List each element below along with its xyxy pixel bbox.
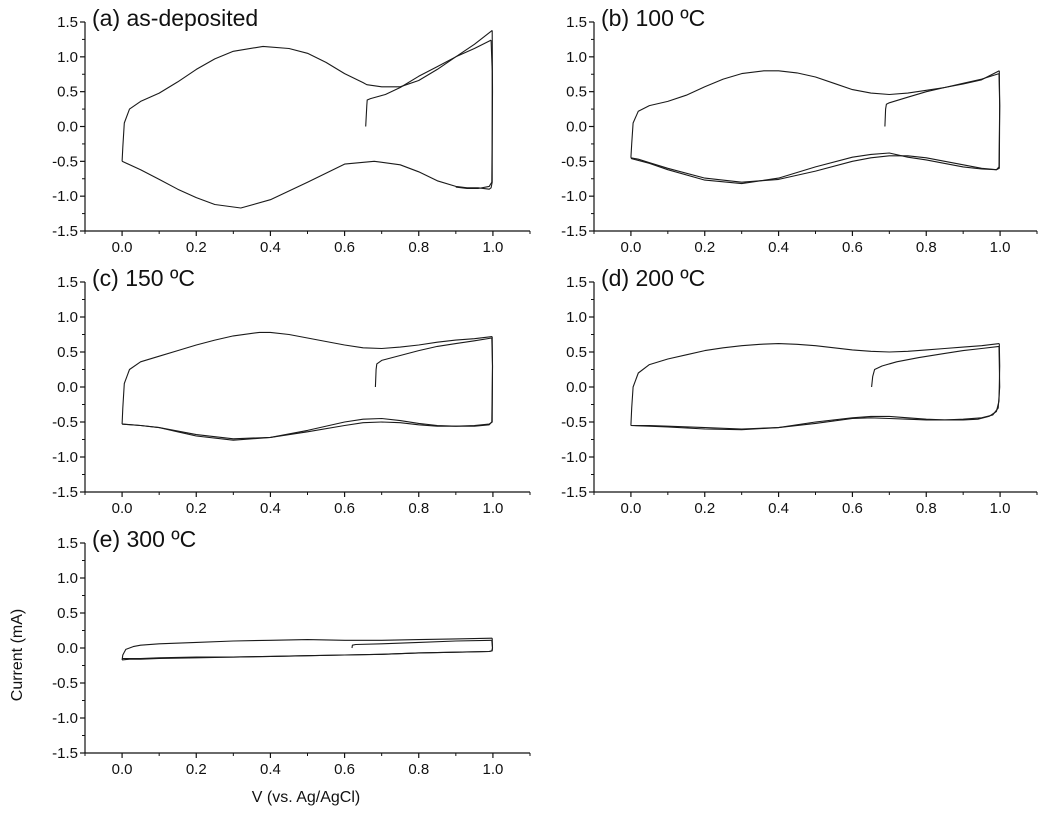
y-tick-label: -1.5 bbox=[52, 484, 78, 501]
y-tick-label: -0.5 bbox=[561, 414, 587, 431]
x-tick-label: 1.0 bbox=[482, 239, 503, 256]
panel-a: -1.5 -1.0 -0.5 0.0 0.5 1.0 1.5 0.0 0.2 0.4 0.6 0.8 1… bbox=[52, 5, 531, 256]
panel-c: -1.5 -1.0 -0.5 0.0 0.5 1.0 1.5 0.0 0.2 0.4 0.6 0.8 1… bbox=[52, 265, 531, 517]
y-tick-label: 0.0 bbox=[566, 119, 587, 136]
cv-curve-3 bbox=[121, 331, 493, 425]
cv-curve-4 bbox=[630, 343, 1001, 431]
cv-curve-1 bbox=[351, 639, 492, 649]
x-tick-label: 0.2 bbox=[694, 500, 715, 517]
y-tick-label: 1.5 bbox=[57, 535, 78, 552]
y-tick-label: -0.5 bbox=[52, 153, 78, 170]
cv-curve-2 bbox=[630, 346, 1001, 430]
panel-d: -1.5 -1.0 -0.5 0.0 0.5 1.0 1.5 0.0 0.2 0.4 0.6 0.8 1… bbox=[561, 265, 1038, 517]
x-tick-label: 0.4 bbox=[260, 761, 281, 778]
y-tick-label: -1.5 bbox=[52, 745, 78, 762]
y-tick-label: -1.0 bbox=[52, 449, 78, 466]
x-tick-label: 0.8 bbox=[408, 500, 429, 517]
cv-curve-1 bbox=[871, 345, 1000, 388]
cv-curve-3 bbox=[121, 637, 493, 660]
panel-title: (c) 150 ºC bbox=[92, 265, 195, 291]
x-tick-label: 0.8 bbox=[916, 239, 937, 256]
x-tick-label: 0.0 bbox=[112, 761, 133, 778]
x-tick-label: 0.4 bbox=[768, 239, 789, 256]
panel-title: (a) as-deposited bbox=[92, 5, 258, 31]
x-tick-label: 0.2 bbox=[186, 239, 207, 256]
cv-curve-3 bbox=[630, 343, 1000, 426]
y-tick-label: 0.5 bbox=[57, 605, 78, 622]
y-tick-label: -1.5 bbox=[52, 223, 78, 240]
y-tick-label: -0.5 bbox=[52, 675, 78, 692]
y-tick-label: 1.5 bbox=[566, 14, 587, 31]
y-tick-label: 0.5 bbox=[57, 84, 78, 101]
y-tick-label: 0.0 bbox=[57, 379, 78, 396]
panel-e: -1.5 -1.0 -0.5 0.0 0.5 1.0 1.5 0.0 0.2 0.4 0.6 0.8 1… bbox=[52, 526, 531, 778]
x-tick-label: 1.0 bbox=[990, 239, 1011, 256]
y-tick-label: -0.5 bbox=[52, 414, 78, 431]
y-tick-label: -1.0 bbox=[561, 188, 587, 205]
y-tick-label: 0.0 bbox=[57, 119, 78, 136]
x-tick-label: 1.0 bbox=[482, 500, 503, 517]
cv-curve-2 bbox=[121, 40, 493, 209]
x-tick-label: 0.4 bbox=[768, 500, 789, 517]
x-tick-label: 0.0 bbox=[620, 239, 641, 256]
y-tick-label: 1.5 bbox=[57, 274, 78, 291]
x-tick-label: 0.4 bbox=[260, 239, 281, 256]
panel-title: (b) 100 ºC bbox=[601, 5, 705, 31]
x-tick-label: 0.2 bbox=[186, 761, 207, 778]
y-tick-label: 1.5 bbox=[566, 274, 587, 291]
x-axis-label: V (vs. Ag/AgCl) bbox=[252, 789, 360, 806]
cv-curve-4 bbox=[122, 638, 494, 660]
x-tick-label: 0.4 bbox=[260, 500, 281, 517]
cv-curve-1 bbox=[365, 39, 492, 127]
y-tick-label: 1.5 bbox=[57, 14, 78, 31]
cv-curve-4 bbox=[455, 30, 494, 190]
x-tick-label: 0.6 bbox=[334, 500, 355, 517]
x-tick-label: 0.2 bbox=[186, 500, 207, 517]
x-tick-label: 0.6 bbox=[334, 239, 355, 256]
y-tick-label: 1.0 bbox=[57, 309, 78, 326]
y-tick-label: -0.5 bbox=[561, 153, 587, 170]
panel-title: (e) 300 ºC bbox=[92, 526, 196, 552]
y-tick-label: 1.0 bbox=[566, 309, 587, 326]
y-tick-label: -1.0 bbox=[52, 710, 78, 727]
x-tick-label: 0.6 bbox=[842, 500, 863, 517]
cv-curve-4 bbox=[630, 70, 1001, 185]
x-tick-label: 1.0 bbox=[990, 500, 1011, 517]
y-tick-label: -1.0 bbox=[561, 449, 587, 466]
x-tick-label: 0.0 bbox=[620, 500, 641, 517]
cv-curve-1 bbox=[884, 73, 1000, 127]
y-tick-label: -1.0 bbox=[52, 188, 78, 205]
y-tick-label: -1.5 bbox=[561, 484, 587, 501]
x-tick-label: 0.0 bbox=[112, 500, 133, 517]
x-tick-label: 0.2 bbox=[694, 239, 715, 256]
y-tick-label: 0.5 bbox=[57, 344, 78, 361]
y-tick-label: 0.0 bbox=[566, 379, 587, 396]
cv-curve-1 bbox=[374, 337, 492, 388]
cv-curve-3 bbox=[121, 29, 493, 162]
y-tick-label: 1.0 bbox=[57, 570, 78, 587]
x-tick-label: 0.6 bbox=[842, 239, 863, 256]
cv-curve-3 bbox=[630, 70, 1000, 158]
x-tick-label: 0.6 bbox=[334, 761, 355, 778]
y-tick-label: 1.0 bbox=[566, 49, 587, 66]
y-tick-label: 0.0 bbox=[57, 640, 78, 657]
cv-curve-2 bbox=[122, 337, 494, 441]
x-tick-label: 1.0 bbox=[482, 761, 503, 778]
x-tick-label: 0.8 bbox=[916, 500, 937, 517]
cv-curve-2 bbox=[630, 73, 1001, 183]
x-tick-label: 0.8 bbox=[408, 239, 429, 256]
y-tick-label: 0.5 bbox=[566, 84, 587, 101]
y-axis-label: Current (mA) bbox=[9, 609, 26, 701]
x-tick-label: 0.8 bbox=[408, 761, 429, 778]
cv-curve-4 bbox=[122, 336, 494, 440]
y-tick-label: 0.5 bbox=[566, 344, 587, 361]
panel-title: (d) 200 ºC bbox=[601, 265, 705, 291]
y-tick-label: 1.0 bbox=[57, 49, 78, 66]
y-tick-label: -1.5 bbox=[561, 223, 587, 240]
x-tick-label: 0.0 bbox=[112, 239, 133, 256]
panel-b: -1.5 -1.0 -0.5 0.0 0.5 1.0 1.5 0.0 0.2 0.4 0.6 0.8 1… bbox=[561, 5, 1038, 256]
